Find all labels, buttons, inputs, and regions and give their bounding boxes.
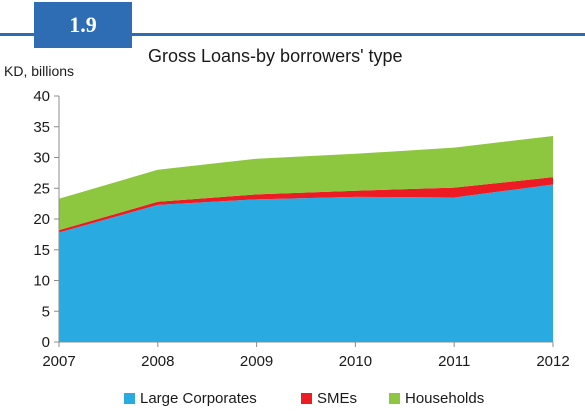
y-tick-label: 5 — [42, 303, 50, 320]
y-tick-label: 15 — [33, 242, 50, 259]
legend-swatch-large-corporates — [124, 393, 135, 404]
area-series-large-corporates — [59, 184, 553, 342]
y-tick-label: 40 — [33, 88, 50, 105]
y-axis-unit-label: KD, billions — [4, 63, 75, 79]
y-tick-label: 20 — [33, 211, 50, 228]
x-tick-label: 2007 — [42, 353, 75, 370]
x-tick-label: 2011 — [438, 353, 470, 370]
y-tick-label: 25 — [33, 180, 50, 197]
legend-swatch-households — [389, 393, 400, 404]
legend-label-large-corporates: Large Corporates — [140, 390, 257, 407]
legend-label-households: Households — [405, 390, 485, 407]
chart-legend: Large Corporates SMEs Households — [0, 390, 585, 410]
header-rule — [0, 33, 585, 36]
area-series-households — [59, 135, 553, 231]
x-tick-label: 2012 — [536, 353, 569, 370]
legend-item-large-corporates: Large Corporates — [124, 390, 257, 407]
y-tick-label: 35 — [33, 119, 50, 136]
chart-number-badge: 1.9 — [34, 2, 132, 48]
legend-item-smes: SMEs — [301, 390, 357, 407]
y-tick-label: 30 — [33, 150, 50, 167]
legend-label-smes: SMEs — [317, 390, 358, 407]
chart-title: Gross Loans-by borrowers' type — [148, 46, 403, 66]
x-tick-label: 2010 — [339, 353, 372, 370]
x-tick-label: 2008 — [141, 353, 174, 370]
legend-item-households: Households — [389, 390, 484, 407]
legend-swatch-smes — [301, 393, 312, 404]
area-series-smes — [59, 177, 553, 233]
y-tick-label: 10 — [33, 273, 50, 290]
x-tick-label: 2009 — [240, 353, 273, 370]
y-tick-label: 0 — [42, 334, 50, 351]
